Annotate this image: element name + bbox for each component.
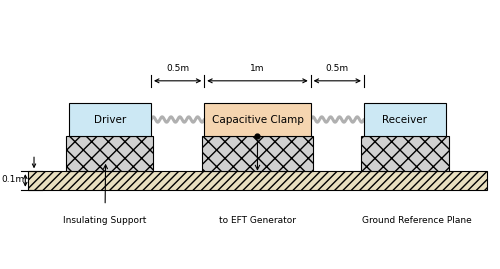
Text: Driver: Driver — [94, 115, 126, 125]
Text: 0.5m: 0.5m — [166, 64, 189, 73]
Text: Ground Reference Plane: Ground Reference Plane — [362, 216, 472, 225]
Text: Capacitive Clamp: Capacitive Clamp — [212, 115, 304, 125]
Text: 0.1m: 0.1m — [1, 175, 24, 184]
Text: Insulating Support: Insulating Support — [64, 216, 147, 225]
Text: to EFT Generator: to EFT Generator — [219, 216, 296, 225]
Bar — [202, 136, 313, 171]
Bar — [69, 102, 151, 136]
Text: 0.5m: 0.5m — [326, 64, 349, 73]
Bar — [364, 102, 446, 136]
Text: Receiver: Receiver — [382, 115, 428, 125]
Bar — [66, 136, 154, 171]
Bar — [204, 102, 310, 136]
Bar — [362, 136, 448, 171]
Bar — [28, 171, 487, 190]
Text: 1m: 1m — [250, 64, 264, 73]
